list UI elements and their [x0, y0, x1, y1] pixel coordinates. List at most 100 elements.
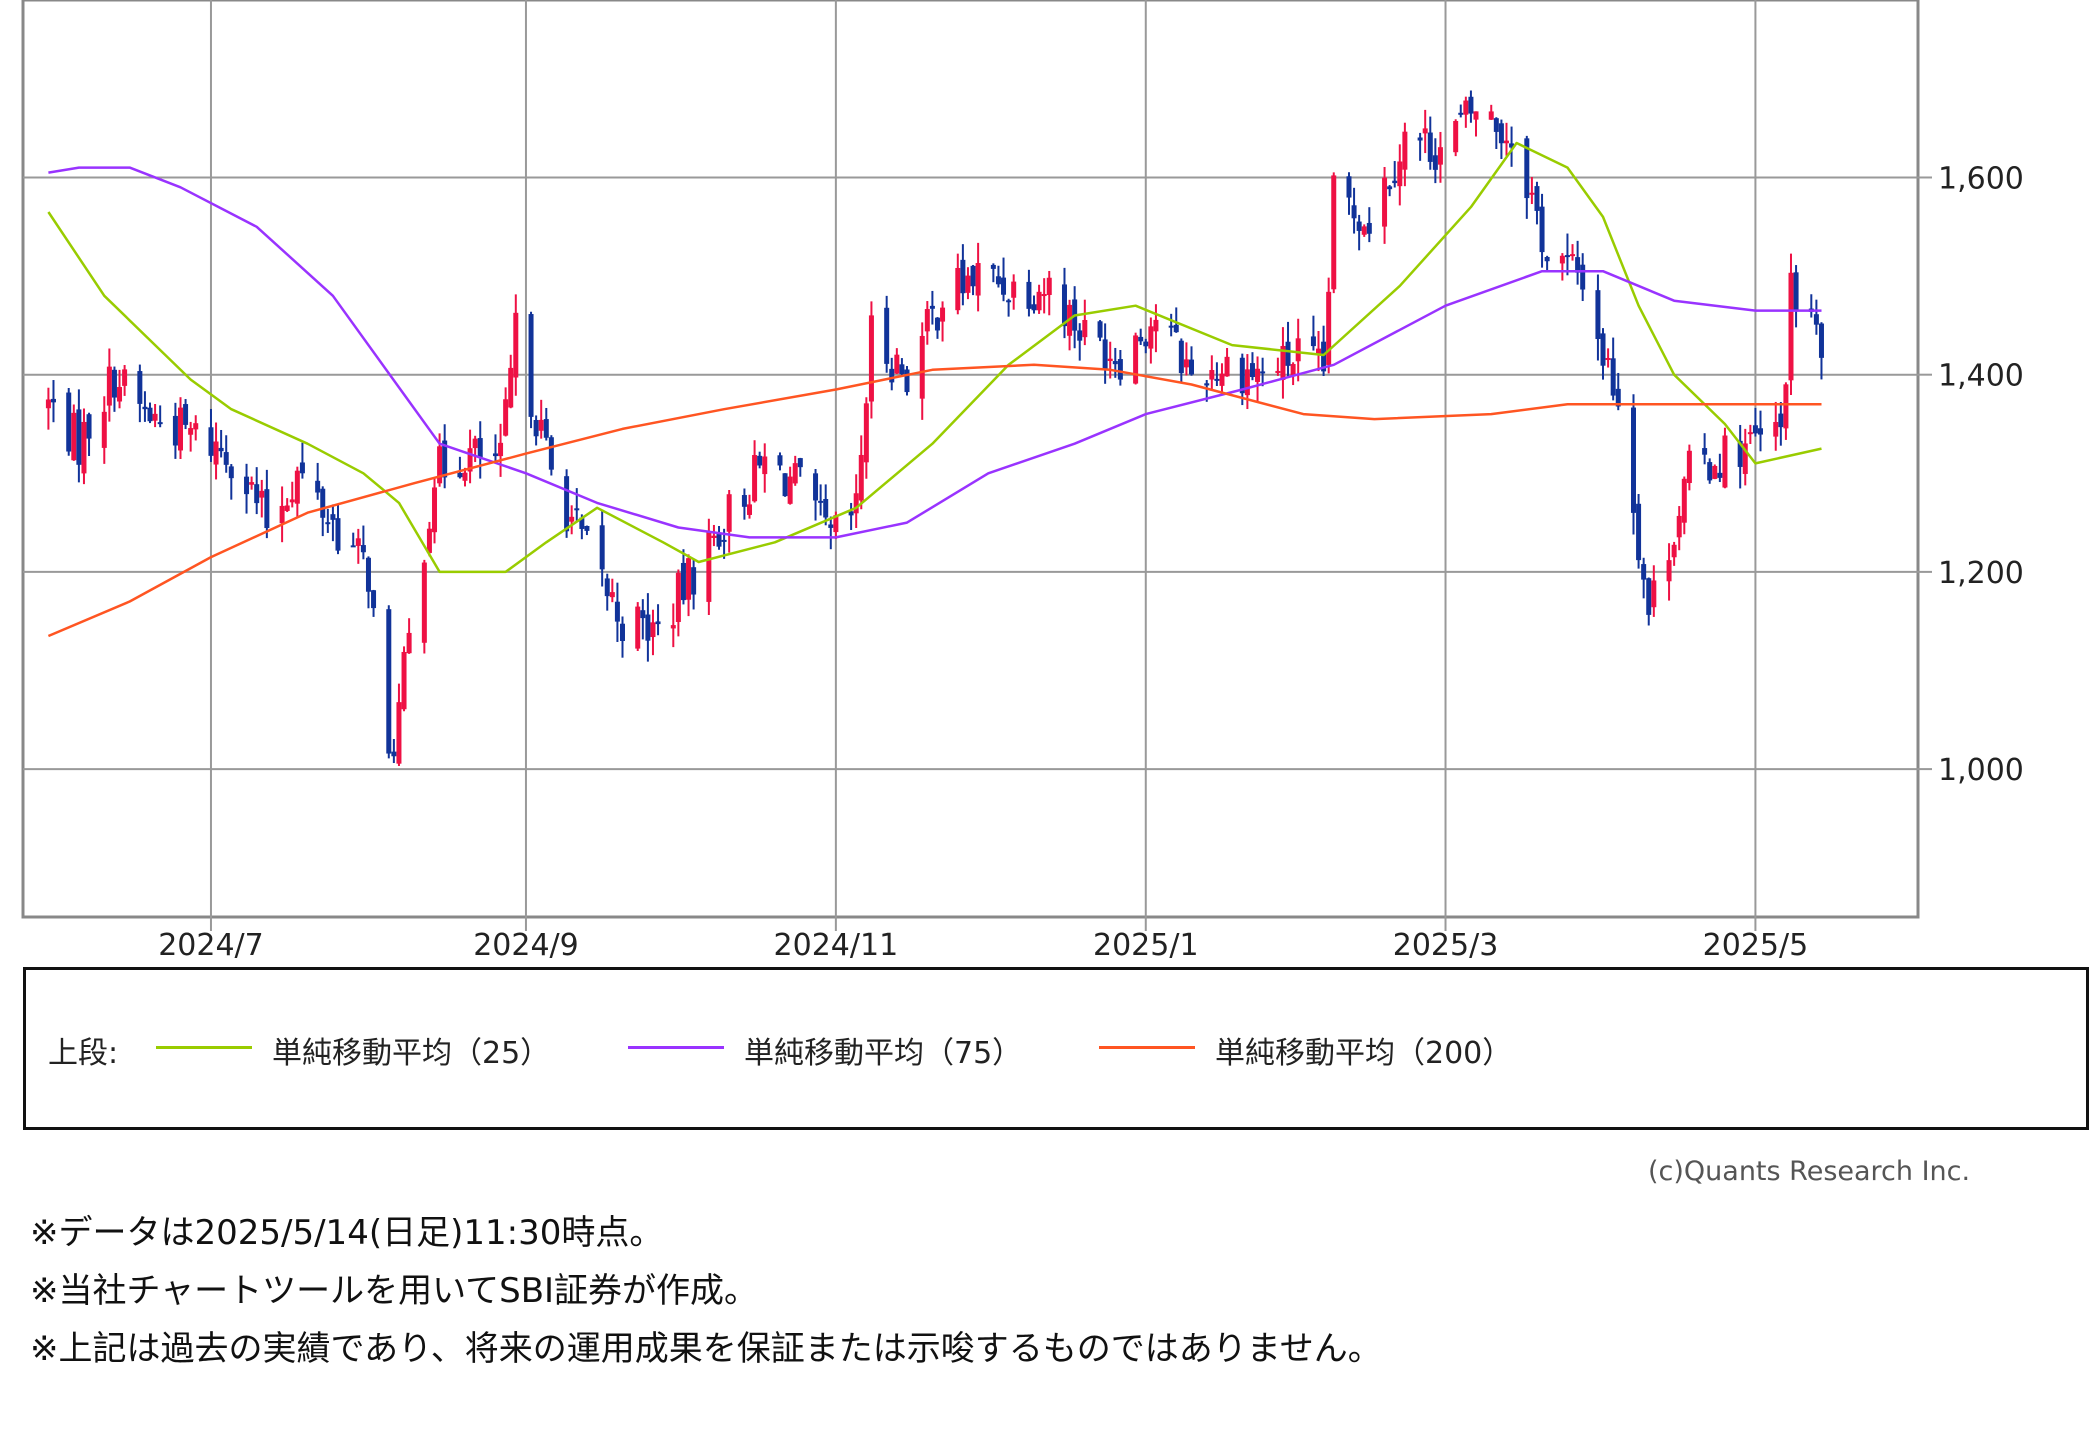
candle-body [1813, 314, 1819, 325]
candle-body [675, 572, 681, 622]
candle-body [1468, 96, 1474, 114]
candle-body [752, 455, 758, 502]
candle-body [1432, 155, 1438, 170]
candlesticks [45, 90, 1824, 767]
candle-body [1458, 112, 1464, 115]
candle-body [533, 420, 539, 437]
candle-body [1610, 358, 1616, 396]
candle-body [396, 702, 402, 764]
candle-body [391, 751, 397, 757]
legend-box: 上段: 単純移動平均（25） 単純移動平均（75） 単純移動平均（200） [23, 967, 2089, 1130]
candle-body [787, 476, 793, 504]
candle-body [406, 632, 412, 654]
candle-body [884, 307, 890, 364]
y-tick-label: 1,200 [1938, 556, 2024, 591]
candle-body [1544, 257, 1550, 262]
candle-body [1417, 137, 1423, 141]
candle-body [86, 414, 92, 439]
candle-body [792, 463, 798, 484]
candle-body [1280, 345, 1286, 380]
candle-body [858, 454, 864, 501]
candle-body [1326, 291, 1332, 365]
candle-body [1397, 161, 1403, 187]
candle-body [1219, 373, 1225, 386]
candle-body [1046, 277, 1052, 295]
candle-body [706, 531, 712, 602]
candle-body [289, 499, 295, 503]
candle-body [386, 609, 392, 754]
candle-body [1498, 123, 1504, 144]
candle-body [1077, 330, 1083, 341]
candle-body [335, 518, 341, 551]
candle-body [122, 369, 128, 386]
candle-body [894, 354, 900, 374]
candle-body [970, 265, 976, 287]
x-tick-label: 2024/9 [473, 928, 579, 960]
ma25-line [47, 141, 1822, 574]
candle-body [1331, 175, 1337, 290]
candle-body [1321, 341, 1327, 372]
candle-body [1061, 284, 1067, 327]
candle-body [833, 515, 839, 533]
candle-body [1712, 465, 1718, 479]
ma200-line [47, 363, 1822, 638]
candle-body [117, 387, 123, 402]
candle-body [1011, 281, 1017, 298]
candle-body [635, 606, 641, 649]
candle-body [330, 514, 336, 520]
candle-body [889, 368, 895, 383]
candle-body [457, 472, 463, 478]
candle-body [1534, 186, 1540, 211]
candle-body [1204, 383, 1210, 386]
candle-body [904, 369, 910, 393]
candle-body [1615, 388, 1621, 407]
moving-averages [47, 141, 1822, 638]
candle-body [1133, 335, 1139, 384]
candle-body [172, 415, 178, 446]
candle-body [995, 276, 1001, 285]
candle-body [782, 473, 788, 497]
candle-body [848, 511, 854, 516]
candle-body [574, 508, 580, 511]
candle-body [1651, 580, 1657, 608]
candle-body [1392, 180, 1398, 184]
x-tick-label: 2025/5 [1703, 928, 1809, 960]
candle-body [177, 407, 183, 451]
candle-body [437, 446, 443, 484]
candle-body [1595, 290, 1601, 340]
candle-body [1747, 432, 1753, 435]
note-chart-tool: ※当社チャートツールを用いてSBI証券が作成。 [30, 1271, 759, 1311]
x-tick-label: 2025/3 [1393, 928, 1499, 960]
candle-body [147, 407, 153, 422]
candle-body [1575, 257, 1581, 273]
candle-body [1564, 255, 1570, 258]
legend-label-ma25: 単純移動平均（25） [272, 1036, 551, 1071]
candle-body [1153, 319, 1159, 332]
candle-body [498, 442, 504, 457]
x-tick-label: 2024/7 [158, 928, 264, 960]
candle-body [919, 335, 925, 399]
candle-body [990, 264, 996, 269]
candle-body [1707, 462, 1713, 481]
candle-body [934, 317, 940, 331]
x-axis-ticks: 2024/7 2024/9 2024/11 2025/1 2025/3 2025/5 [158, 917, 1808, 960]
candle-body [355, 538, 361, 546]
candle-body [508, 367, 514, 408]
candle-body [1006, 300, 1012, 303]
candle-body [360, 545, 366, 553]
candle-body [1453, 120, 1459, 153]
candle-body [691, 567, 697, 595]
candle-body [249, 482, 255, 485]
candle-body [813, 473, 819, 501]
candle-body [960, 259, 966, 294]
legend-label-ma200: 単純移動平均（200） [1215, 1036, 1513, 1071]
candle-body [299, 462, 305, 474]
candle-body [284, 505, 290, 511]
candle-body [863, 403, 869, 463]
candle-body [1249, 363, 1255, 378]
candle-body [1681, 478, 1687, 523]
candle-body [1493, 118, 1499, 132]
candle-body [1686, 450, 1692, 484]
candle-body [1671, 544, 1677, 558]
candle-body [157, 422, 163, 425]
